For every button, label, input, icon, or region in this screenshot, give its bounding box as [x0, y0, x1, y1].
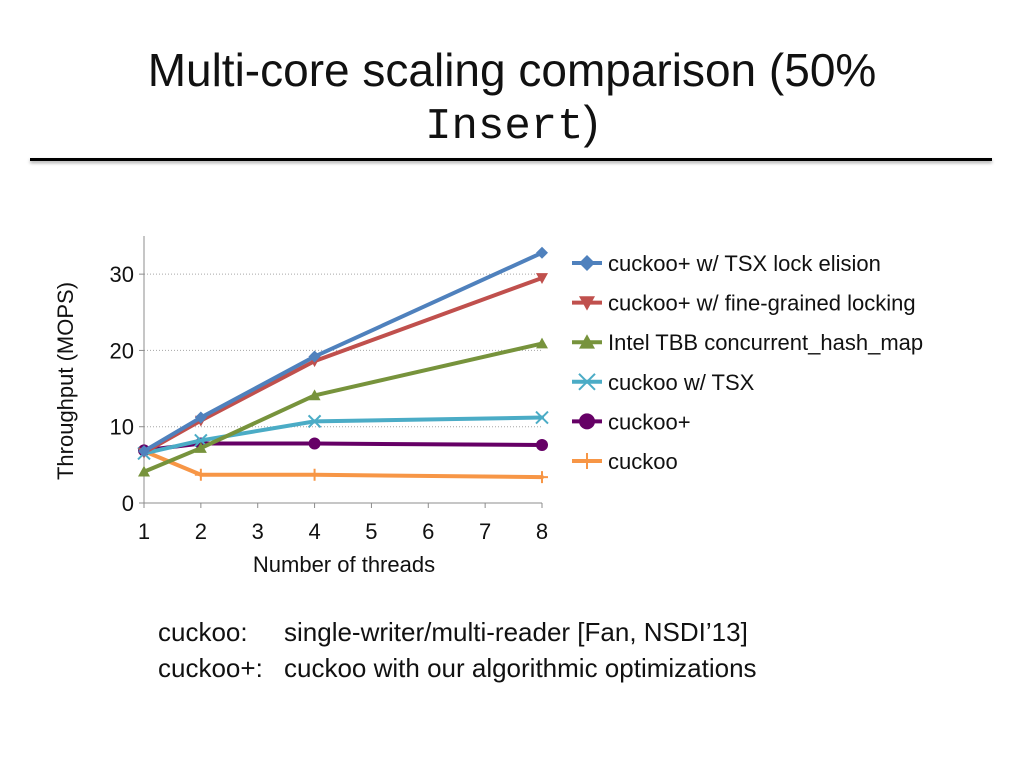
title-closing-paren: ) [583, 96, 599, 148]
marker-triangle-up [536, 337, 548, 349]
slide-title: Multi-core scaling comparison (50% Inser… [0, 44, 1024, 153]
y-axis-label: Throughput (MOPS) [53, 282, 78, 480]
legend-label: cuckoo w/ TSX [608, 370, 755, 395]
marker-x [307, 414, 322, 429]
marker-triangle-up [138, 465, 150, 477]
series-0 [138, 246, 548, 458]
series-line [142, 341, 544, 474]
x-tick-label: 2 [195, 519, 207, 544]
x-tick-label: 3 [252, 519, 264, 544]
series-line [142, 449, 544, 480]
legend-label: cuckoo+ [608, 409, 691, 434]
y-tick-label: 20 [110, 338, 134, 363]
series-1 [138, 273, 548, 459]
legend-item-0: cuckoo+ w/ TSX lock elision [572, 251, 881, 276]
y-tick-label: 10 [110, 415, 134, 440]
legend-label: cuckoo [608, 449, 678, 474]
footnotes: cuckoo: single-writer/multi-reader [Fan, … [158, 614, 757, 686]
series-line [142, 415, 544, 456]
legend-item-1: cuckoo+ w/ fine-grained locking [572, 291, 916, 316]
marker-diamond [194, 411, 207, 424]
marker-plus [579, 453, 595, 469]
x-tick-label: 6 [422, 519, 434, 544]
footnote-key: cuckoo: [158, 617, 248, 647]
x-axis-label: Number of threads [253, 552, 435, 577]
footnote-text: cuckoo with our algorithmic optimization… [284, 653, 757, 683]
marker-triangle-down [536, 273, 548, 284]
footnote-cuckoo: cuckoo: single-writer/multi-reader [Fan, … [158, 614, 757, 650]
marker-plus [308, 468, 321, 481]
legend-label: Intel TBB concurrent_hash_map [608, 330, 923, 355]
marker-triangle-up [579, 334, 595, 349]
marker-circle [308, 437, 321, 450]
marker-triangle-up [308, 389, 321, 401]
footnote-text: single-writer/multi-reader [Fan, NSDI’13… [284, 617, 748, 647]
y-tick-label: 0 [122, 491, 134, 516]
series-2 [138, 337, 548, 477]
x-tick-label: 7 [479, 519, 491, 544]
legend-item-5: cuckoo [572, 449, 678, 474]
marker-plus [194, 468, 207, 481]
y-tick-label: 30 [110, 262, 134, 287]
title-insert-word: Insert [425, 102, 584, 152]
legend-item-2: Intel TBB concurrent_hash_map [572, 330, 923, 355]
legend-item-3: cuckoo w/ TSX [572, 370, 755, 395]
marker-triangle-down [579, 296, 595, 311]
legend-label: cuckoo+ w/ TSX lock elision [608, 251, 881, 276]
marker-x [535, 410, 549, 425]
x-tick-label: 5 [365, 519, 377, 544]
legend-label: cuckoo+ w/ fine-grained locking [608, 291, 916, 316]
marker-triangle-up [194, 442, 207, 453]
title-line-1: Multi-core scaling comparison (50% [147, 44, 877, 96]
title-line-2: Insert) [0, 96, 1024, 153]
footnote-key: cuckoo+: [158, 653, 263, 683]
footnote-cuckoo-plus: cuckoo+: cuckoo with our algorithmic opti… [158, 650, 757, 686]
title-underline [30, 158, 992, 161]
marker-circle [536, 439, 548, 452]
legend-item-4: cuckoo+ [572, 409, 691, 434]
x-tick-label: 1 [138, 519, 150, 544]
series-line [142, 250, 544, 454]
x-tick-label: 4 [308, 519, 320, 544]
x-tick-label: 8 [536, 519, 548, 544]
marker-diamond [536, 246, 548, 259]
marker-diamond [579, 255, 595, 271]
marker-plus [536, 471, 548, 484]
marker-x [578, 373, 596, 391]
marker-diamond [138, 445, 150, 458]
marker-diamond [308, 350, 321, 363]
marker-circle [579, 413, 595, 430]
